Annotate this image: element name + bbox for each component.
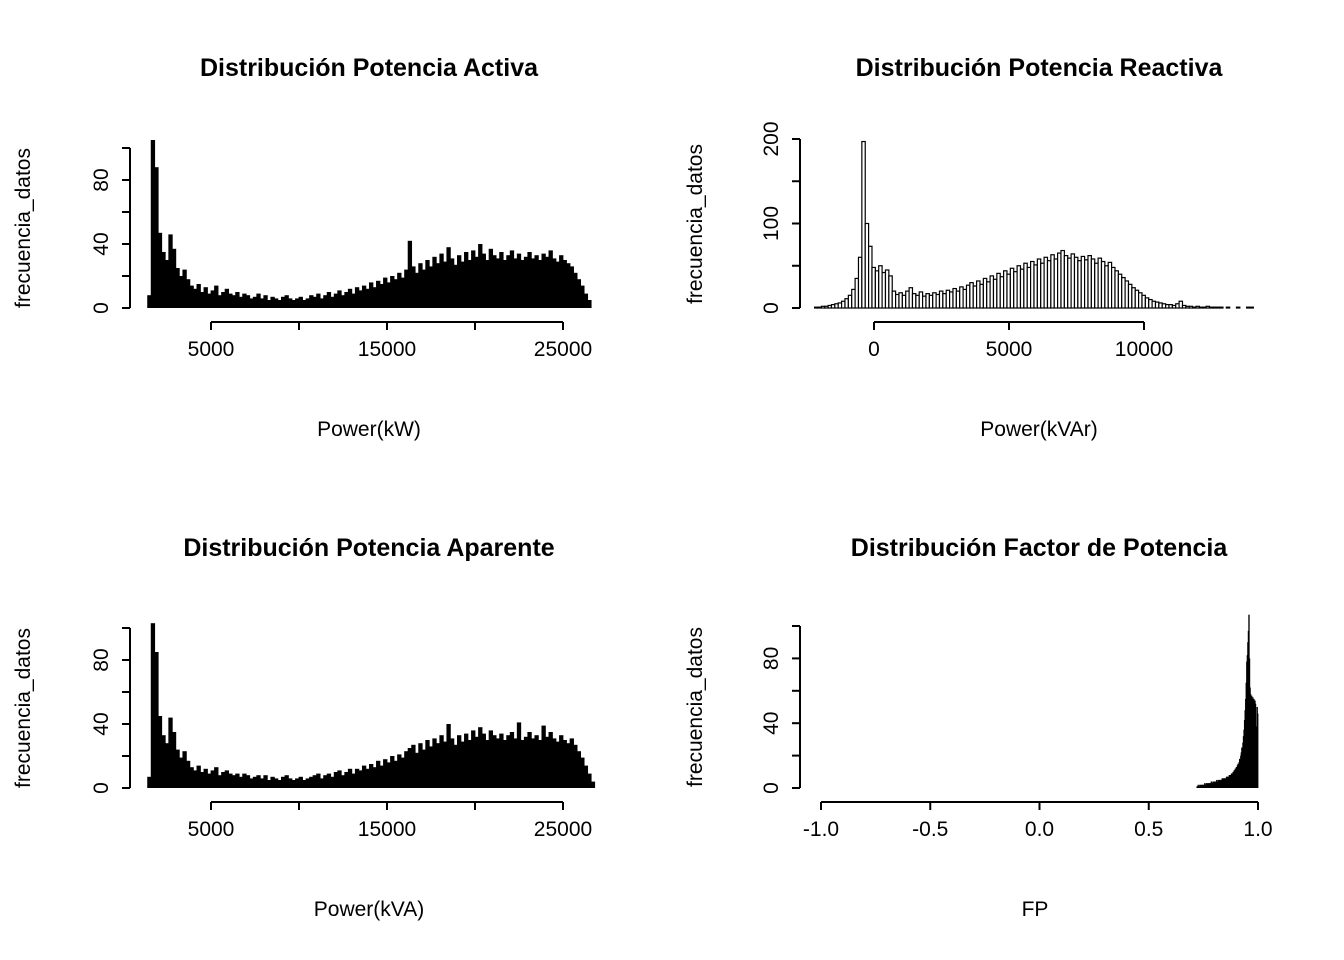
y-tick-label: 40 xyxy=(90,232,113,255)
y-tick-label: 80 xyxy=(760,647,783,670)
x-tick-label: 5000 xyxy=(986,338,1033,361)
histogram-bars xyxy=(814,140,1254,309)
x-tick-label: -0.5 xyxy=(912,818,948,841)
panel-factor-de-potencia: Distribución Factor de Potencia FP frecu… xyxy=(684,534,1273,921)
x-tick-label: 1.0 xyxy=(1243,818,1272,841)
y-axis: 0 100 200 xyxy=(760,121,801,314)
x-tick-label: 15000 xyxy=(358,338,416,361)
x-tick-label: 25000 xyxy=(534,818,592,841)
y-axis-label: frecuencia_datos xyxy=(684,627,707,787)
x-tick-label: 0.0 xyxy=(1025,818,1054,841)
panel-title: Distribución Factor de Potencia xyxy=(851,534,1229,562)
y-tick-label: 200 xyxy=(760,121,783,156)
panel-potencia-activa: Distribución Potencia Activa Power(kW) f… xyxy=(12,54,592,441)
y-tick-label: 0 xyxy=(760,782,783,794)
x-tick-label: -1.0 xyxy=(803,818,839,841)
y-tick-label: 40 xyxy=(760,712,783,735)
y-tick-label: 80 xyxy=(90,648,113,671)
x-axis-label: FP xyxy=(1022,898,1049,921)
x-axis: -1.0 -0.5 0.0 0.5 1.0 xyxy=(803,801,1273,841)
x-axis-label: Power(kVA) xyxy=(314,898,424,921)
panel-title: Distribución Potencia Reactiva xyxy=(856,54,1224,82)
y-axis-label: frecuencia_datos xyxy=(12,628,35,788)
y-tick-label: 0 xyxy=(90,302,113,314)
y-axis: 0 40 80 xyxy=(760,625,801,794)
y-axis: 0 40 80 xyxy=(90,147,131,314)
x-axis-label: Power(kVAr) xyxy=(980,418,1097,441)
y-axis-label: frecuencia_datos xyxy=(684,144,707,304)
y-axis: 0 40 80 xyxy=(90,627,131,794)
y-axis-label: frecuencia_datos xyxy=(12,148,35,308)
x-tick-label: 5000 xyxy=(188,818,235,841)
panel-title: Distribución Potencia Aparente xyxy=(183,534,554,562)
histogram-bars xyxy=(1196,614,1259,788)
y-tick-label: 80 xyxy=(90,168,113,191)
y-tick-label: 100 xyxy=(760,206,783,241)
x-tick-label: 0.5 xyxy=(1134,818,1163,841)
x-axis: 0 5000 10000 xyxy=(868,321,1173,361)
histogram-bars xyxy=(147,140,592,308)
x-tick-label: 5000 xyxy=(188,338,235,361)
panel-potencia-aparente: Distribución Potencia Aparente Power(kVA… xyxy=(12,534,596,921)
x-axis: 5000 15000 25000 xyxy=(188,801,592,841)
x-tick-label: 10000 xyxy=(1115,338,1173,361)
x-tick-label: 15000 xyxy=(358,818,416,841)
panel-potencia-reactiva: Distribución Potencia Reactiva Power(kVA… xyxy=(684,54,1254,441)
x-tick-label: 0 xyxy=(868,338,880,361)
x-axis-label: Power(kW) xyxy=(317,418,421,441)
y-tick-label: 40 xyxy=(90,712,113,735)
y-tick-label: 0 xyxy=(760,302,783,314)
y-tick-label: 0 xyxy=(90,782,113,794)
x-tick-label: 25000 xyxy=(534,338,592,361)
x-axis: 5000 15000 25000 xyxy=(188,321,592,361)
panel-title: Distribución Potencia Activa xyxy=(200,54,539,82)
histogram-bars xyxy=(147,623,596,788)
